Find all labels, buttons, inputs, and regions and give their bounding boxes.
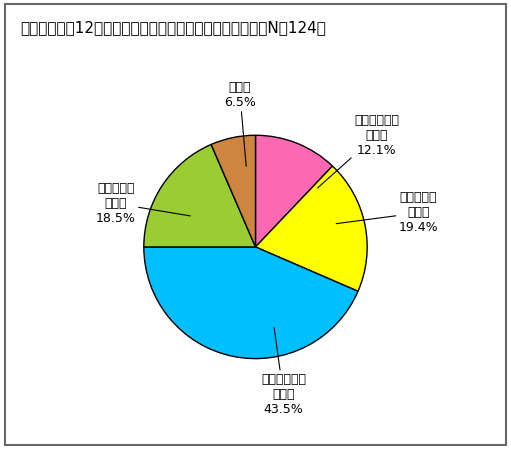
Wedge shape — [144, 247, 358, 359]
Wedge shape — [144, 145, 256, 247]
Text: 多少可能性
がある
19.4%: 多少可能性 がある 19.4% — [336, 191, 438, 234]
Text: 無回答
6.5%: 無回答 6.5% — [224, 81, 256, 166]
Text: （図２－６－12）　居住者の市町村外への避難の可能性（N＝124）: （図２－６－12） 居住者の市町村外への避難の可能性（N＝124） — [20, 20, 327, 35]
Text: 全く可能性
はない
18.5%: 全く可能性 はない 18.5% — [96, 182, 191, 225]
Wedge shape — [256, 135, 333, 247]
Wedge shape — [211, 135, 256, 247]
Text: あまり可能性
はない
43.5%: あまり可能性 はない 43.5% — [261, 328, 306, 416]
Wedge shape — [256, 166, 367, 291]
Text: かなり可能性
が高い
12.1%: かなり可能性 が高い 12.1% — [317, 114, 399, 188]
